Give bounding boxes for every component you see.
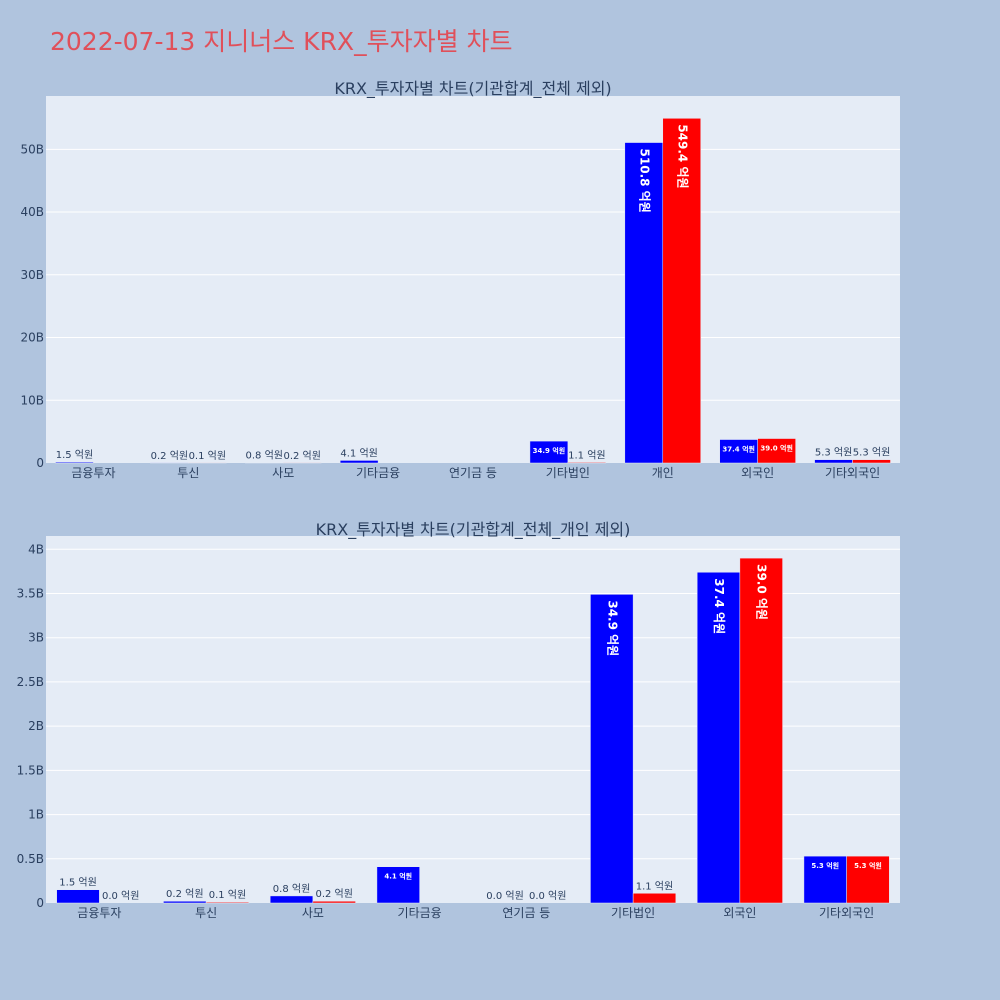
bar bbox=[376, 866, 420, 904]
bar-value-label: 39.0 억원 bbox=[760, 444, 793, 453]
bar-value-label: 0.2 억원 bbox=[151, 450, 188, 462]
y-tick-label: 20B bbox=[20, 331, 44, 345]
y-tick-label: 0 bbox=[36, 896, 44, 910]
x-tick-label: 투신 bbox=[195, 906, 217, 920]
bar-value-label: 0.2 억원 bbox=[283, 450, 320, 462]
x-tick-label: 기타외국인 bbox=[819, 906, 874, 920]
bar bbox=[339, 460, 379, 464]
y-tick-label: 40B bbox=[20, 205, 44, 219]
bar bbox=[567, 462, 607, 464]
bar bbox=[55, 461, 94, 464]
bar-value-label: 0.0 억원 bbox=[102, 890, 139, 902]
x-tick-label: 연기금 등 bbox=[449, 466, 497, 480]
x-tick-label: 사모 bbox=[272, 466, 294, 480]
bar-value-label: 0.8 억원 bbox=[273, 883, 310, 895]
x-tick-label: 금융투자 bbox=[71, 466, 115, 480]
x-tick-label: 기타외국인 bbox=[825, 466, 880, 480]
x-tick-label: 기타법인 bbox=[611, 906, 655, 920]
bar-value-label: 5.3 억원 bbox=[811, 861, 839, 870]
bar-value-label: 37.4 억원 bbox=[712, 578, 726, 634]
x-tick-label: 금융투자 bbox=[77, 906, 121, 920]
bar bbox=[269, 895, 314, 904]
bar bbox=[56, 889, 100, 904]
bar bbox=[696, 572, 741, 904]
bar-value-label: 4.1 억원 bbox=[384, 872, 412, 881]
bar-value-label: 34.9 억원 bbox=[533, 446, 566, 455]
x-tick-label: 기타금융 bbox=[398, 906, 442, 920]
y-tick-label: 30B bbox=[20, 268, 44, 282]
bar-value-label: 0.1 억원 bbox=[209, 889, 246, 901]
bar bbox=[312, 900, 356, 904]
bar-value-label: 0.0 억원 bbox=[486, 890, 523, 902]
bar bbox=[757, 438, 796, 464]
bar-value-label: 1.1 억원 bbox=[568, 449, 605, 461]
bar-value-label: 0.0 억원 bbox=[529, 890, 566, 902]
chart-title: KRX_투자자별 차트(기관합계_전체 제외) bbox=[334, 79, 611, 99]
bar-value-label: 0.8 억원 bbox=[246, 449, 283, 461]
bar bbox=[624, 142, 664, 464]
bar bbox=[632, 893, 677, 904]
bar-value-label: 39.0 억원 bbox=[755, 564, 769, 620]
bar bbox=[739, 557, 783, 904]
y-tick-label: 10B bbox=[20, 393, 44, 407]
x-tick-label: 외국인 bbox=[741, 466, 774, 480]
bar-value-label: 1.5 억원 bbox=[56, 449, 93, 461]
bar bbox=[529, 440, 569, 464]
y-tick-label: 3B bbox=[28, 631, 44, 645]
y-tick-label: 2B bbox=[28, 719, 44, 733]
bar-value-label: 5.3 억원 bbox=[815, 447, 852, 459]
bar-value-label: 0.2 억원 bbox=[315, 888, 352, 900]
y-tick-label: 1.5B bbox=[17, 763, 44, 777]
chart-title: KRX_투자자별 차트(기관합계_전체_개인 제외) bbox=[316, 520, 631, 540]
bar-value-label: 37.4 억원 bbox=[722, 445, 755, 454]
bar-value-label: 34.9 억원 bbox=[605, 600, 619, 656]
bar bbox=[590, 594, 634, 904]
bar-value-label: 5.3 억원 bbox=[854, 861, 882, 870]
chart-2: 0 0.5B 1B 1.5B 2B 2.5B 3B 3.5B 4B KRX_투자자별 차트(기관합… bbox=[17, 520, 900, 920]
page-title: 2022-07-13 지니너스 KRX_투자자별 차트 bbox=[50, 27, 513, 56]
x-tick-label: 개인 bbox=[652, 466, 674, 480]
bar bbox=[846, 855, 890, 904]
y-tick-label: 50B bbox=[20, 142, 44, 156]
y-tick-label: 3.5B bbox=[17, 586, 44, 600]
bar-value-label: 1.1 억원 bbox=[636, 880, 673, 892]
bar-value-label: 1.5 억원 bbox=[59, 877, 96, 889]
x-tick-label: 기타금융 bbox=[356, 466, 400, 480]
bar bbox=[245, 462, 284, 464]
bar-value-label: 0.2 억원 bbox=[166, 888, 203, 900]
bar bbox=[662, 118, 701, 464]
y-tick-label: 2.5B bbox=[17, 675, 44, 689]
bar bbox=[163, 900, 207, 904]
x-tick-label: 기타법인 bbox=[546, 466, 590, 480]
bar bbox=[205, 901, 250, 904]
bar-value-label: 5.3 억원 bbox=[853, 447, 890, 459]
bar bbox=[803, 855, 847, 904]
bar bbox=[852, 459, 891, 464]
bar-value-label: 510.8 억원 bbox=[637, 149, 651, 213]
plot-area bbox=[46, 96, 900, 463]
x-tick-label: 투신 bbox=[177, 466, 199, 480]
bar-value-label: 549.4 억원 bbox=[675, 124, 689, 188]
x-tick-label: 외국인 bbox=[723, 906, 756, 920]
y-tick-label: 0 bbox=[36, 456, 44, 470]
bar bbox=[814, 459, 853, 464]
chart-1: 0 10B 20B 30B 40B 50B KRX_투자자별 차트(기관합계_전체 제외) 금… bbox=[20, 79, 900, 480]
y-tick-label: 4B bbox=[28, 542, 44, 556]
bar-value-label: 0.1 억원 bbox=[189, 450, 226, 462]
x-tick-label: 사모 bbox=[302, 906, 324, 920]
y-tick-label: 0.5B bbox=[17, 852, 44, 866]
y-tick-label: 1B bbox=[28, 808, 44, 822]
x-tick-label: 연기금 등 bbox=[502, 906, 550, 920]
bar-value-label: 4.1 억원 bbox=[340, 447, 377, 459]
